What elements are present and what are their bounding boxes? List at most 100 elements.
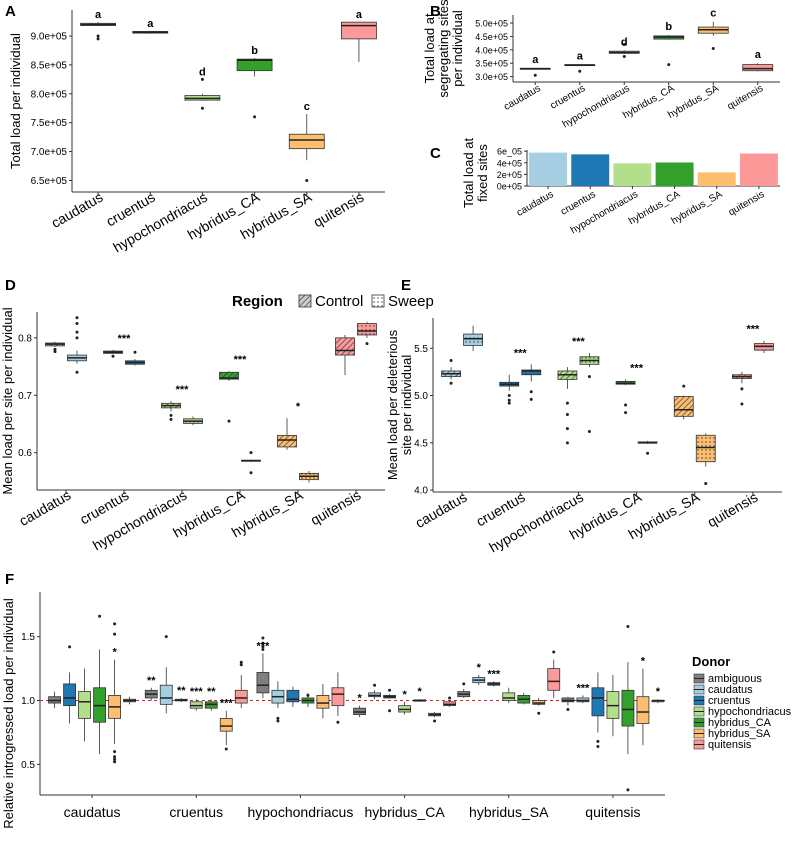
category-label: quitensis — [705, 489, 761, 530]
significance-stars: *** — [576, 682, 590, 694]
y-axis-title-line: Total load at — [422, 13, 437, 83]
outlier-point — [200, 77, 204, 81]
outlier-point — [261, 647, 265, 651]
outlier-point — [239, 663, 243, 667]
outlier-point — [529, 390, 533, 394]
outlier-point — [75, 330, 79, 334]
y-axis-title-line: site per individual — [399, 355, 414, 456]
outlier-point — [249, 471, 253, 475]
box-pattern — [674, 396, 694, 417]
category-label: caudatus — [502, 83, 543, 113]
outlier-point — [53, 347, 57, 351]
outlier-point — [336, 720, 340, 724]
outlier-point — [565, 427, 569, 431]
y-tick-label: 4.5 — [414, 438, 428, 449]
legends: Region Control Sweep Donor ambiguouscaudatus… — [232, 293, 792, 751]
bar — [613, 163, 652, 186]
category-label: caudatus — [16, 487, 73, 529]
panel-label: A — [5, 3, 16, 20]
y-axis-title-line: Total load per individual — [8, 33, 23, 169]
outlier-point — [224, 747, 228, 751]
outlier-point — [507, 398, 511, 402]
category-label: quitensis — [308, 487, 364, 528]
outlier-point — [113, 757, 117, 761]
outlier-point — [239, 660, 243, 664]
box-body — [159, 684, 173, 705]
significance-letter: a — [577, 50, 584, 62]
box-body — [636, 696, 650, 724]
category-label: hybridus_CA — [365, 804, 446, 820]
box-body — [256, 672, 270, 694]
y-tick-label: 1.5 — [21, 632, 35, 643]
box-body — [219, 717, 233, 732]
box-pattern — [463, 334, 483, 346]
y-tick-label: 5.0e+05 — [475, 19, 508, 29]
box-body — [78, 691, 91, 719]
outlier-point — [624, 411, 628, 415]
legend-label-hybridus_CA: hybridus_CA — [708, 717, 772, 729]
outlier-point — [373, 683, 377, 687]
panel-label: E — [401, 277, 411, 294]
panel-label: D — [5, 277, 16, 294]
y-axis-title-line: Relative introgressed load per individua… — [1, 598, 16, 829]
outlier-point — [552, 650, 556, 654]
significance-stars: *** — [220, 698, 234, 710]
outlier-point — [596, 739, 600, 743]
significance-stars: *** — [514, 347, 528, 359]
legend-label-ambiguous: ambiguous — [708, 673, 762, 685]
significance-stars: * — [641, 656, 646, 668]
y-tick-label: 6.5e+05 — [31, 176, 68, 187]
box-pattern — [521, 370, 541, 375]
outlier-point — [253, 115, 257, 119]
outlier-point — [740, 387, 744, 391]
box-body — [742, 64, 774, 72]
significance-stars: ** — [147, 675, 156, 687]
panel-a: A 6.5e+05 7.0e+05 7.5e+05 8.0e+05 8.5e+05 9.0e… — [5, 3, 385, 256]
y-tick-label: 0.6 — [18, 448, 32, 459]
y-axis-title: Mean load per site per individual — [0, 307, 15, 494]
outlier-point — [75, 316, 79, 320]
significance-letter: a — [147, 18, 154, 30]
category-label: cruentus — [169, 804, 223, 820]
outlier-point — [711, 47, 715, 50]
outlier-point — [566, 707, 570, 711]
outlier-point — [565, 441, 569, 445]
box-body — [621, 689, 635, 727]
outlier-point — [113, 622, 117, 626]
box-pattern — [277, 435, 297, 447]
outlier-point — [96, 37, 100, 41]
legend-label-control: Control — [315, 293, 363, 310]
significance-letter: a — [755, 49, 762, 61]
legend-key-control-pattern — [299, 295, 311, 307]
box-body — [63, 683, 76, 707]
outlier-point — [365, 342, 369, 346]
y-axis-title: Mean load per deleterioussite per indivi… — [385, 329, 414, 480]
significance-letter: c — [304, 101, 310, 113]
significance-letter: b — [251, 45, 258, 57]
y-axis-title: Total load atsegregating sitesper indivi… — [422, 0, 465, 98]
category-label: quitensis — [726, 83, 766, 112]
significance-letter: d — [621, 36, 628, 48]
outlier-point — [305, 178, 309, 182]
panel-label: B — [430, 3, 441, 20]
outlier-point — [133, 350, 137, 354]
y-axis-title-line: Mean load per deleterious — [385, 329, 400, 480]
outlier-point — [529, 397, 533, 401]
outlier-point — [113, 760, 117, 764]
outlier-point — [75, 336, 79, 340]
outlier-point — [261, 645, 265, 649]
significance-letter: b — [665, 21, 672, 33]
outlier-point — [261, 636, 265, 640]
significance-letter: a — [95, 9, 102, 21]
outlier-point — [507, 401, 511, 405]
y-tick-label: 4.5e+05 — [475, 32, 508, 42]
outlier-point — [448, 696, 452, 700]
legend-label-cruentus: cruentus — [708, 695, 751, 707]
category-label: quitensis — [727, 189, 767, 218]
y-tick-label: 8.0e+05 — [31, 89, 68, 100]
panel-label: C — [430, 145, 441, 162]
significance-stars: *** — [487, 668, 501, 680]
legend-key-sweep-pattern — [372, 295, 384, 307]
